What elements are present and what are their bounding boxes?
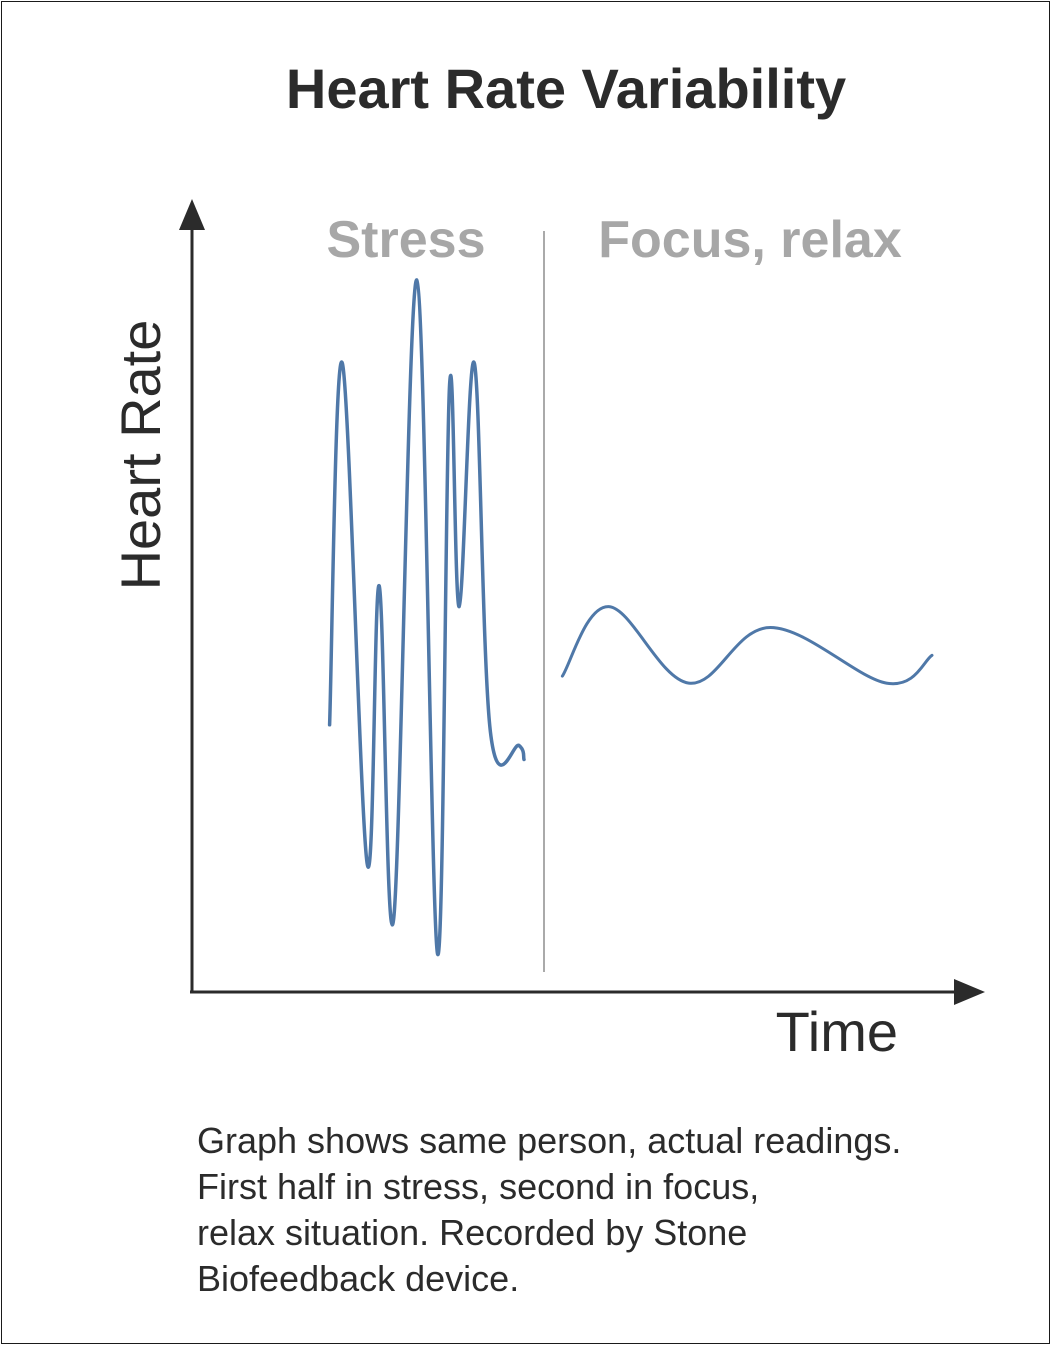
series-line-focus-relax [560, 605, 934, 686]
x-axis-arrowhead [954, 979, 985, 1005]
x-axis-label: Time [776, 1000, 898, 1063]
series-line-stress [327, 278, 526, 956]
region-label-focus-relax: Focus, relax [598, 211, 902, 269]
chart-title: Heart Rate Variability [285, 57, 847, 120]
chart-caption: Graph shows same person, actual readings… [197, 1118, 1017, 1302]
caption-line: Biofeedback device. [197, 1258, 520, 1299]
caption-line: relax situation. Recorded by Stone [197, 1212, 748, 1253]
region-label-stress: Stress [327, 211, 486, 269]
caption-line: Graph shows same person, actual readings… [197, 1120, 902, 1161]
y-axis-arrowhead [179, 199, 205, 230]
y-axis-label: Heart Rate [109, 320, 172, 591]
caption-line: First half in stress, second in focus, [197, 1166, 760, 1207]
